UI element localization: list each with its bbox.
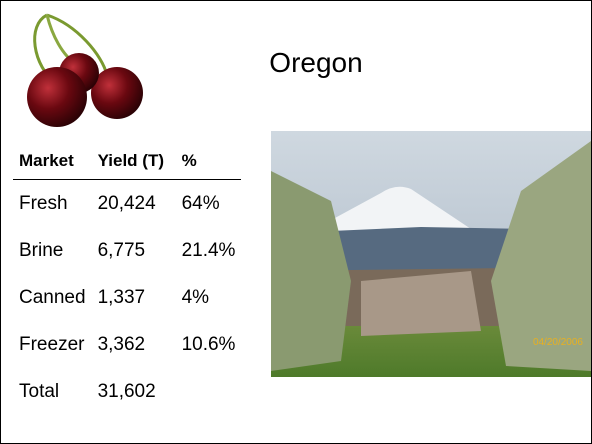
table-row: Fresh 20,424 64% xyxy=(13,180,241,228)
cherry-image xyxy=(27,13,143,127)
table-cell: Canned xyxy=(19,286,86,308)
table-cell: 20,424 xyxy=(97,192,156,214)
table-cell: Brine xyxy=(19,239,64,261)
table-cell: Fresh xyxy=(19,192,68,214)
table-cell: 10.6% xyxy=(181,333,236,355)
slide-title: Oregon xyxy=(269,47,363,78)
table-cell: 21.4% xyxy=(181,239,236,261)
table-cell: 64% xyxy=(181,192,220,214)
header-cell: Yield (T) xyxy=(97,151,164,170)
table-row: Freezer 3,362 10.6% xyxy=(13,321,241,368)
table-body: Fresh 20,424 64% Brine 6,775 21.4% Canned 1,337… xyxy=(13,180,241,416)
table-cell: 1,337 xyxy=(97,286,146,308)
date-stamp: 04/20/2006 xyxy=(533,337,583,348)
yield-table: Market Yield (T)% Fresh 20,424 64% Brine 6,77… xyxy=(13,147,242,416)
table-cell: 31,602 xyxy=(97,380,156,402)
header-row: Market Yield (T)% xyxy=(13,147,242,180)
table-row: Canned 1,337 4% xyxy=(13,274,241,321)
header-cell: % xyxy=(181,151,197,170)
table-cell: Total xyxy=(19,380,60,402)
table-cell: 4% xyxy=(181,286,210,308)
header-cell: Market xyxy=(19,151,74,170)
table-row: Total 31,602 xyxy=(13,368,241,415)
table-row: Brine 6,775 21.4% xyxy=(13,227,241,274)
table-cell: 3,362 xyxy=(97,333,146,355)
orchard-photo: 04/20/2006 xyxy=(271,131,591,377)
table-cell: 6,775 xyxy=(97,239,146,261)
table-cell xyxy=(176,368,242,415)
table-cell: Freezer xyxy=(19,333,85,355)
